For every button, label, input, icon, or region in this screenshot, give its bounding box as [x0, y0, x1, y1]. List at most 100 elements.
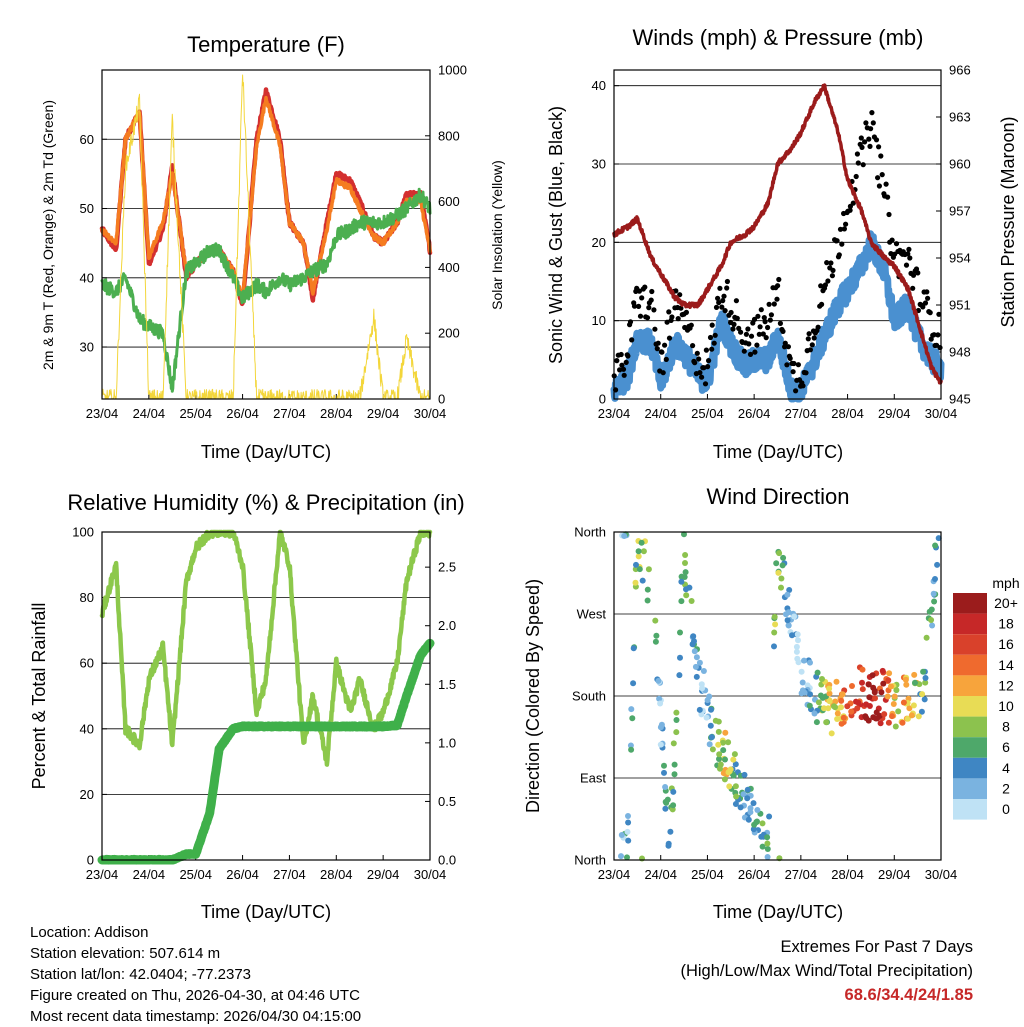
direction-point: [644, 586, 651, 593]
winds-gust-point: [673, 288, 679, 294]
winds-gust-point: [709, 346, 715, 352]
direction-point: [677, 654, 683, 661]
direction-point: [683, 586, 689, 593]
winds-gust-point: [699, 374, 705, 380]
direction-point: [625, 819, 632, 826]
recent-text: Most recent data timestamp: 2026/04/30 0…: [30, 1008, 362, 1025]
winds-y2tick-label: 948: [949, 345, 971, 360]
direction-point: [632, 579, 639, 586]
humidity-xlabel: Time (Day/UTC): [201, 902, 331, 922]
direction-point: [795, 637, 801, 644]
winds-gust-point: [757, 324, 763, 330]
winds-gust-point: [724, 278, 731, 285]
direction-point: [794, 631, 801, 638]
direction-ytick-label: South: [572, 689, 606, 704]
winds-gust-point: [803, 370, 809, 376]
legend-color-swatch: [953, 757, 987, 779]
extremes-block: Extremes For Past 7 Days (High/Low/Max W…: [680, 935, 973, 1007]
winds-gust-point: [825, 278, 831, 284]
winds-gust-point: [690, 343, 696, 349]
winds-gust-point: [649, 288, 655, 295]
direction-point: [881, 711, 888, 718]
direction-xlabel: Time (Day/UTC): [713, 902, 843, 922]
winds-gust-point: [869, 110, 875, 116]
temperature-panel: Temperature (F) 304050600200400600800100…: [40, 32, 505, 462]
direction-point: [920, 668, 927, 675]
temperature-series-9m-t: [100, 95, 432, 300]
direction-point: [670, 788, 677, 795]
direction-point: [764, 840, 771, 847]
winds-gust-point: [767, 317, 773, 323]
direction-point: [834, 710, 841, 717]
winds-gust-point: [830, 267, 836, 273]
winds-gust-point: [873, 137, 880, 143]
direction-point: [923, 634, 930, 641]
direction-xtick-label: 30/04: [925, 867, 958, 882]
winds-gust-point: [853, 173, 859, 180]
winds-gust-point: [883, 181, 889, 187]
created-text: Figure created on Thu, 2026-04-30, at 04…: [30, 987, 360, 1004]
direction-point: [717, 765, 723, 772]
winds-xtick-label: 23/04: [598, 406, 631, 421]
direction-point: [813, 719, 820, 726]
temperature-ytick-label: 60: [80, 132, 94, 147]
winds-gust-point: [889, 237, 895, 243]
winds-gust-point: [937, 345, 943, 351]
winds-gust-point: [787, 355, 793, 361]
winds-gust-point: [733, 298, 740, 304]
temperature-title: Temperature (F): [187, 32, 345, 57]
direction-point: [839, 691, 846, 698]
direction-point: [918, 708, 925, 715]
direction-point: [826, 685, 833, 692]
direction-point: [696, 706, 703, 713]
winds-gust-point: [809, 342, 815, 348]
direction-point: [732, 761, 739, 768]
direction-xtick-label: 28/04: [831, 867, 864, 882]
direction-point: [872, 695, 878, 702]
legend-label: 18: [998, 616, 1014, 632]
direction-xtick-label: 24/04: [644, 867, 677, 882]
direction-point: [703, 714, 710, 721]
direction-point: [707, 722, 714, 729]
winds-y2tick-label: 966: [949, 63, 971, 78]
temperature-xtick-label: 27/04: [273, 406, 306, 421]
direction-point: [911, 671, 918, 678]
legend-color-swatch: [953, 799, 987, 820]
winds-y2tick-label: 957: [949, 204, 971, 219]
direction-point: [764, 846, 771, 852]
humidity-xtick-label: 25/04: [179, 867, 212, 882]
direction-point: [886, 670, 893, 677]
winds-gust-point: [791, 360, 797, 367]
winds-xlabel: Time (Day/UTC): [713, 442, 843, 462]
winds-gust-point: [620, 366, 627, 372]
direction-xtick-label: 27/04: [785, 867, 818, 882]
direction-point: [625, 837, 632, 844]
direction-point: [804, 682, 811, 689]
direction-point: [658, 721, 665, 728]
direction-point: [628, 746, 635, 753]
humidity-ytick-label: 100: [72, 525, 94, 540]
winds-gust-point: [623, 359, 629, 365]
humidity-xtick-label: 30/04: [414, 867, 447, 882]
winds-gust-point: [743, 331, 750, 337]
winds-gust-point: [761, 315, 767, 321]
winds-gust-point: [876, 183, 883, 189]
winds-gust-point: [807, 347, 814, 353]
winds-gust-point: [660, 370, 666, 376]
winds-gust-point: [922, 300, 929, 306]
temperature-xtick-label: 30/04: [414, 406, 447, 421]
direction-point: [671, 771, 678, 778]
direction-point: [720, 739, 726, 746]
winds-gust-point: [828, 260, 834, 266]
winds-gust-point: [642, 284, 648, 290]
location-text: Location: Addison: [30, 924, 149, 941]
winds-gust-point: [766, 301, 772, 307]
winds-gust-point: [709, 322, 715, 328]
direction-point: [673, 729, 680, 736]
direction-point: [807, 691, 813, 698]
winds-gust-point: [776, 276, 782, 283]
direction-point: [663, 799, 670, 806]
winds-gust-point: [800, 383, 806, 389]
winds-gust-point: [730, 326, 736, 332]
winds-gust-point: [747, 351, 754, 357]
